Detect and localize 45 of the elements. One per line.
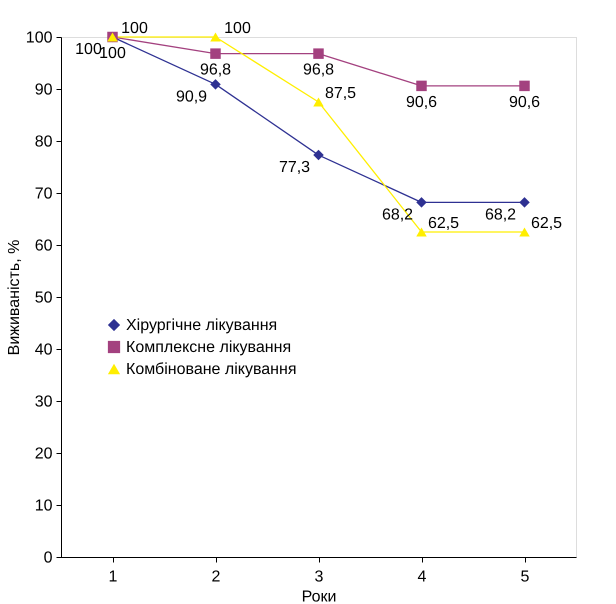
point: [416, 80, 427, 92]
data-label: 62,5: [530, 215, 562, 232]
point: [210, 79, 221, 90]
y-axis-title: Виживаність, %: [6, 240, 23, 356]
data-label: 62,5: [428, 215, 460, 232]
y-tick-label: 70: [34, 186, 53, 202]
data-label: 96,8: [302, 62, 334, 79]
data-label: 87,5: [324, 85, 356, 102]
y-tick-label: 90: [34, 82, 53, 98]
point: [519, 80, 530, 92]
y-tick-label: 0: [44, 550, 53, 566]
y-tick-label: 20: [34, 446, 53, 462]
point: [210, 48, 221, 59]
x-tick-label: 5: [520, 568, 530, 586]
y-tick-label: 10: [34, 498, 53, 514]
point: [210, 32, 221, 42]
y-tick-label: 50: [34, 290, 53, 306]
legend-label: Хірургічне лікування: [126, 317, 278, 334]
data-label: 100: [121, 20, 148, 37]
data-label: 90,6: [406, 94, 438, 111]
x-tick-label: 2: [212, 568, 221, 586]
legend-label: Комплексне лікування: [126, 339, 292, 356]
point: [416, 197, 427, 208]
point: [416, 227, 427, 237]
x-tick-label: 4: [418, 568, 427, 586]
y-tick-label: 60: [34, 238, 53, 254]
data-label: 100: [224, 20, 251, 37]
data-label: 90,9: [176, 88, 208, 106]
data-label: 68,2: [484, 206, 516, 224]
x-tick-label: 1: [108, 568, 118, 586]
point: [313, 48, 324, 59]
y-tick-label: 40: [34, 342, 53, 358]
data-label: 90,6: [508, 94, 540, 111]
point: [519, 227, 530, 237]
point: [313, 150, 324, 160]
point: [519, 197, 530, 208]
data-label: 77,3: [278, 159, 310, 176]
y-tick-label: 80: [34, 134, 53, 150]
x-axis-title: Роки: [302, 588, 336, 604]
y-tick-label: 100: [26, 30, 53, 46]
point: [313, 97, 324, 107]
x-tick-label: 3: [314, 568, 324, 586]
y-tick-label: 30: [34, 394, 53, 410]
data-label: 96,8: [200, 62, 232, 79]
legend-label: Комбіноване лікування: [126, 361, 297, 378]
